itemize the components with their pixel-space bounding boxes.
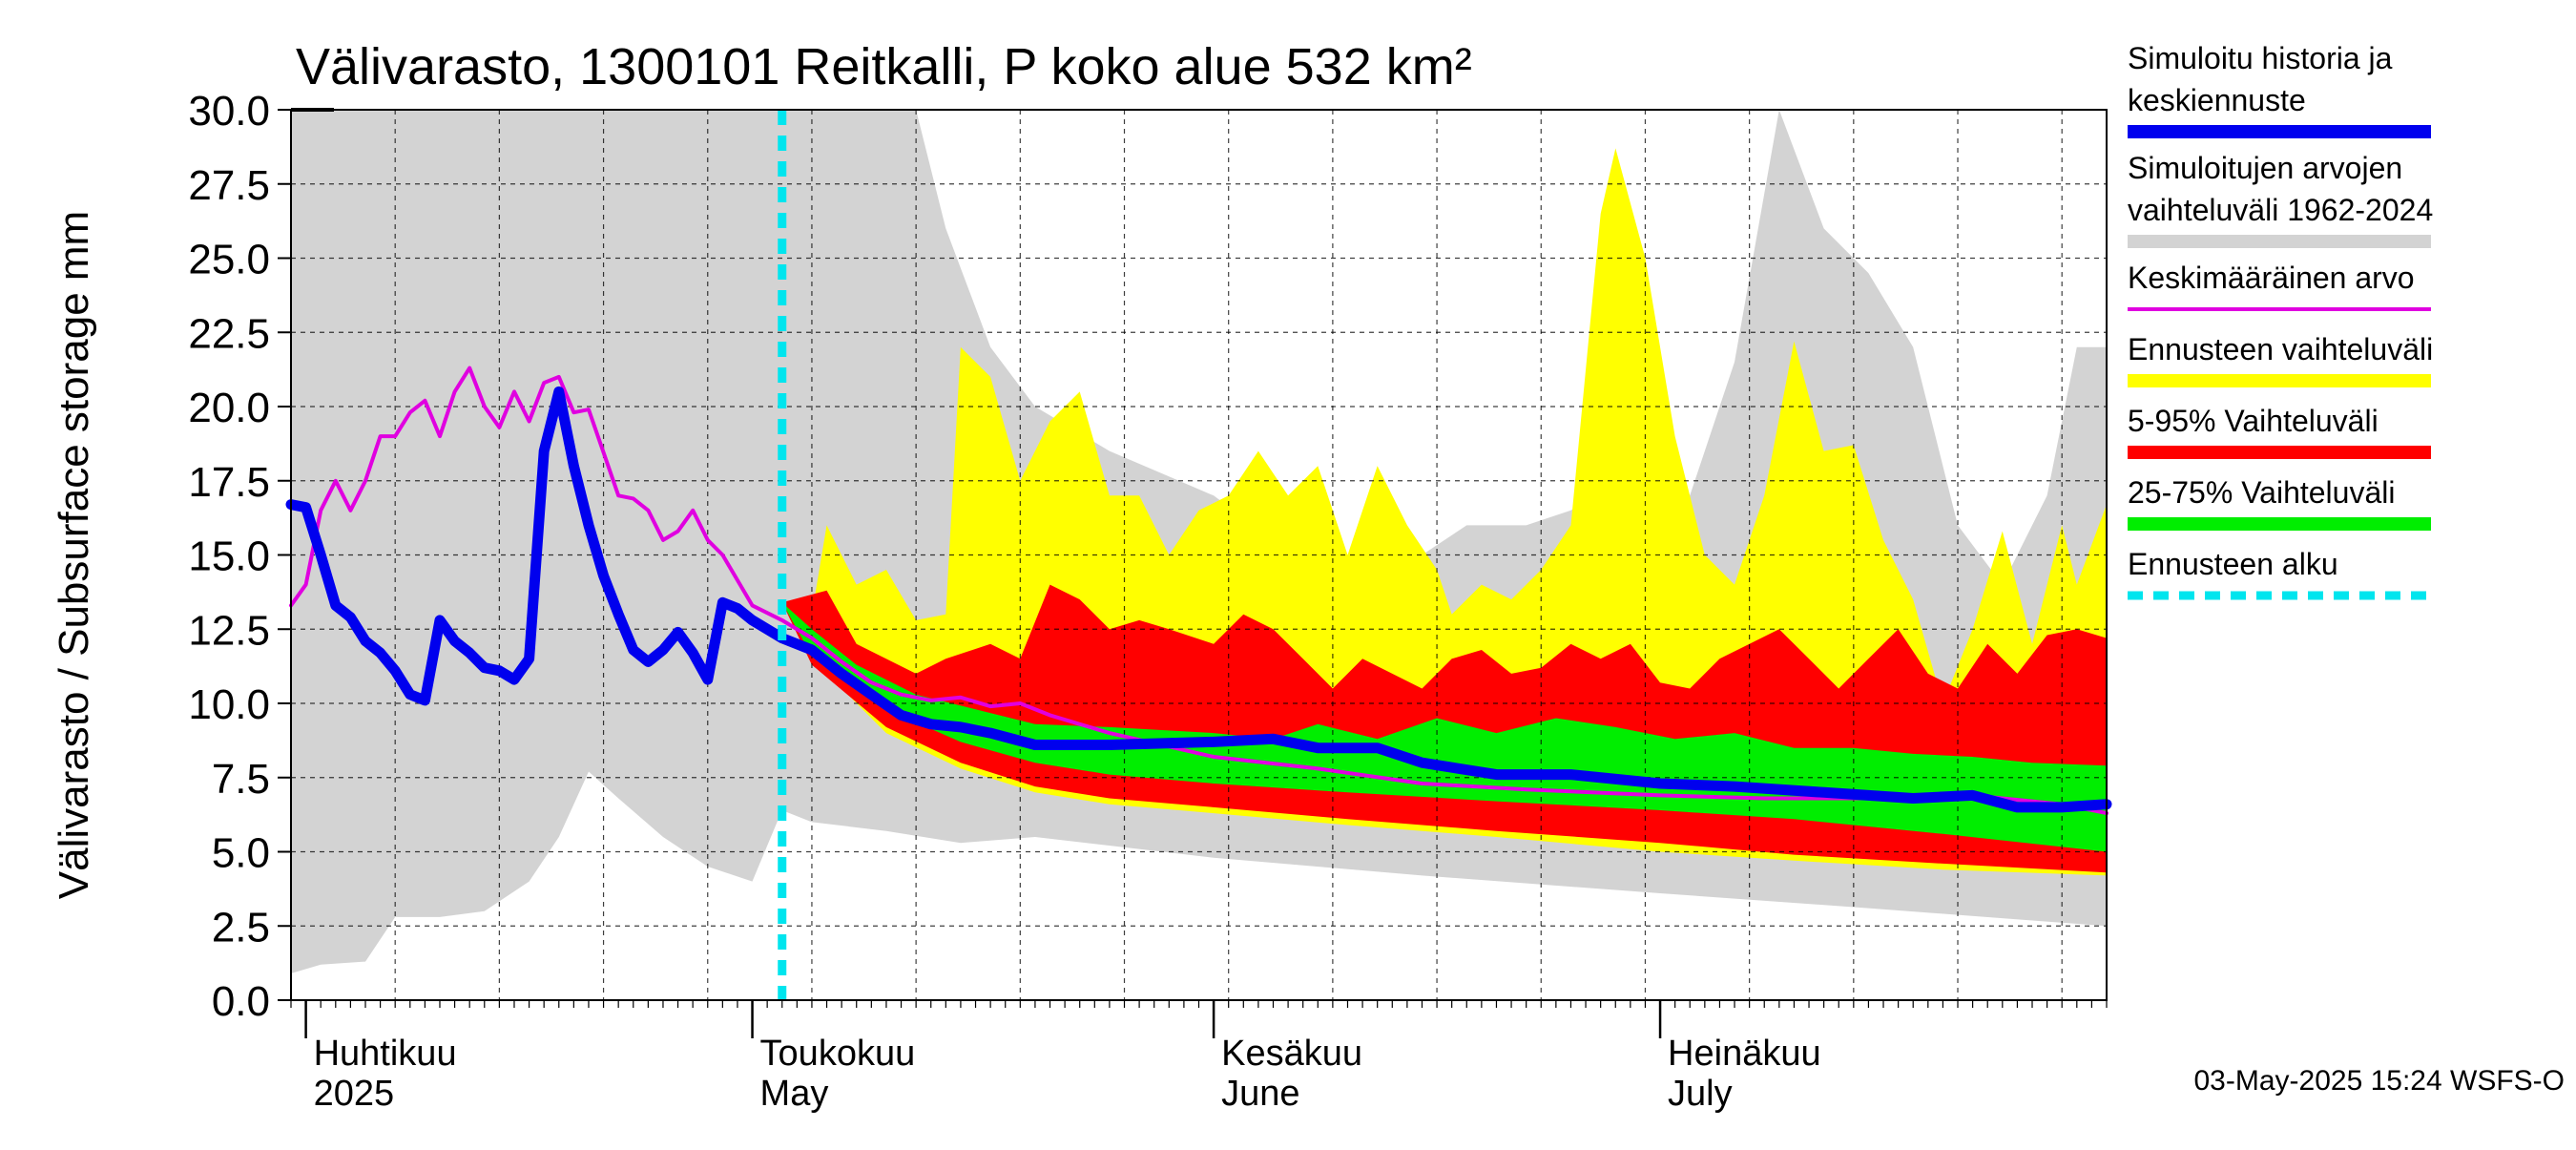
y-tick-label: 27.5 bbox=[188, 162, 270, 209]
x-month-sublabel: June bbox=[1221, 1074, 1299, 1114]
legend-label: vaihteluväli 1962-2024 bbox=[2128, 193, 2433, 227]
legend-label: keskiennuste bbox=[2128, 83, 2306, 117]
x-month-sublabel: July bbox=[1668, 1074, 1733, 1114]
timestamp-footer: 03-May-2025 15:24 WSFS-O bbox=[2194, 1065, 2566, 1097]
legend-label: Ennusteen alku bbox=[2128, 547, 2338, 581]
simulated-line bbox=[285, 386, 2112, 813]
legend-label: Keskimääräinen arvo bbox=[2128, 261, 2415, 295]
y-tick-label: 2.5 bbox=[212, 904, 270, 951]
y-tick-label: 10.0 bbox=[188, 681, 270, 728]
y-axis-label: Välivarasto / Subsurface storage mm bbox=[51, 211, 97, 899]
x-month-label: Heinäkuu bbox=[1668, 1034, 1821, 1074]
chart-title: Välivarasto, 1300101 Reitkalli, P koko a… bbox=[296, 38, 1472, 95]
legend-label: 25-75% Vaihteluväli bbox=[2128, 475, 2395, 510]
legend-label: 5-95% Vaihteluväli bbox=[2128, 404, 2379, 438]
y-tick-label: 7.5 bbox=[212, 756, 270, 803]
y-tick-label: 0.0 bbox=[212, 978, 270, 1025]
x-month-sublabel: 2025 bbox=[314, 1074, 395, 1114]
x-month-label: Kesäkuu bbox=[1221, 1034, 1362, 1074]
legend-label: Simuloitu historia ja bbox=[2128, 41, 2393, 75]
mean-line bbox=[289, 366, 2109, 816]
y-tick-label: 20.0 bbox=[188, 385, 270, 431]
legend-label: Simuloitujen arvojen bbox=[2128, 151, 2402, 185]
y-tick-label: 5.0 bbox=[212, 830, 270, 877]
x-month-sublabel: May bbox=[760, 1074, 829, 1114]
legend-label: Ennusteen vaihteluväli bbox=[2128, 332, 2433, 366]
y-tick-label: 30.0 bbox=[188, 88, 270, 135]
x-month-label: Huhtikuu bbox=[314, 1034, 457, 1074]
y-tick-label: 17.5 bbox=[188, 459, 270, 506]
x-month-label: Toukokuu bbox=[760, 1034, 916, 1074]
y-tick-label: 12.5 bbox=[188, 607, 270, 654]
y-tick-label: 15.0 bbox=[188, 533, 270, 580]
y-tick-label: 22.5 bbox=[188, 310, 270, 357]
y-tick-label: 25.0 bbox=[188, 237, 270, 283]
